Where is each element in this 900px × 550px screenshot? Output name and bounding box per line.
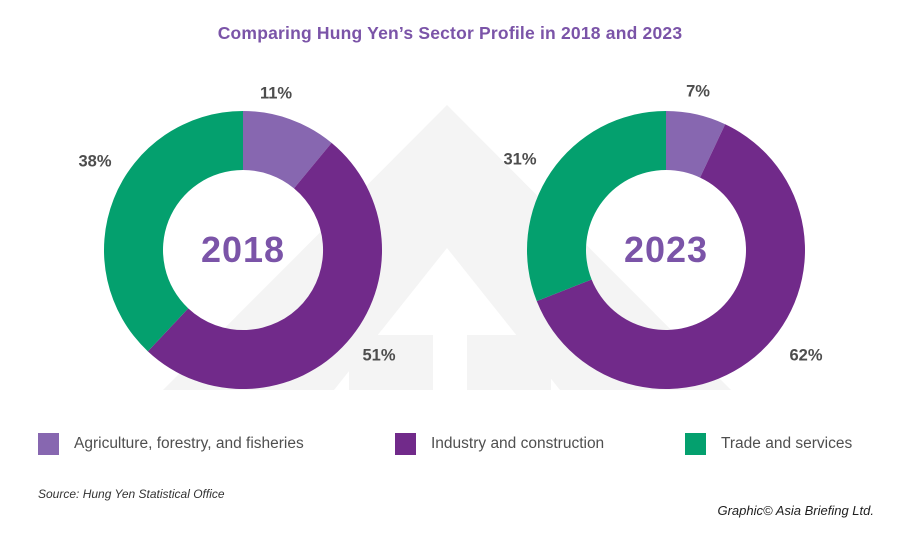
year-label-2023: 2023: [623, 229, 709, 270]
legend-item-agriculture: Agriculture, forestry, and fisheries: [38, 433, 304, 455]
pct-label-2023-agriculture: 7%: [686, 82, 710, 101]
credit-text: Graphic© Asia Briefing Ltd.: [717, 503, 874, 518]
page-title: Comparing Hung Yen’s Sector Profile in 2…: [217, 23, 683, 43]
legend-label-industry: Industry and construction: [431, 435, 605, 452]
donut-chart-2018: 2018: [103, 110, 383, 390]
donut-2018-rings: [103, 111, 383, 390]
legend-item-trade: Trade and services: [685, 433, 852, 455]
pct-label-2018-trade: 38%: [78, 152, 112, 171]
pct-label-2023-trade: 31%: [503, 150, 537, 169]
year-label-2018: 2018: [200, 229, 286, 270]
legend-swatch-industry: [395, 433, 416, 455]
pct-label-2018-industry: 51%: [362, 346, 396, 365]
pct-label-2023-industry: 62%: [789, 346, 823, 365]
legend-swatch-trade: [685, 433, 706, 455]
legend-label-agriculture: Agriculture, forestry, and fisheries: [74, 435, 304, 452]
legend: Agriculture, forestry, and fisheries Ind…: [0, 433, 900, 457]
donut-chart-2023: 2023: [526, 110, 806, 390]
source-text: Source: Hung Yen Statistical Office: [38, 487, 225, 501]
donut-2023-rings: [526, 111, 805, 390]
legend-item-industry: Industry and construction: [395, 433, 604, 455]
legend-label-trade: Trade and services: [721, 435, 853, 452]
pct-label-2018-agriculture: 11%: [259, 84, 293, 103]
legend-swatch-agriculture: [38, 433, 59, 455]
